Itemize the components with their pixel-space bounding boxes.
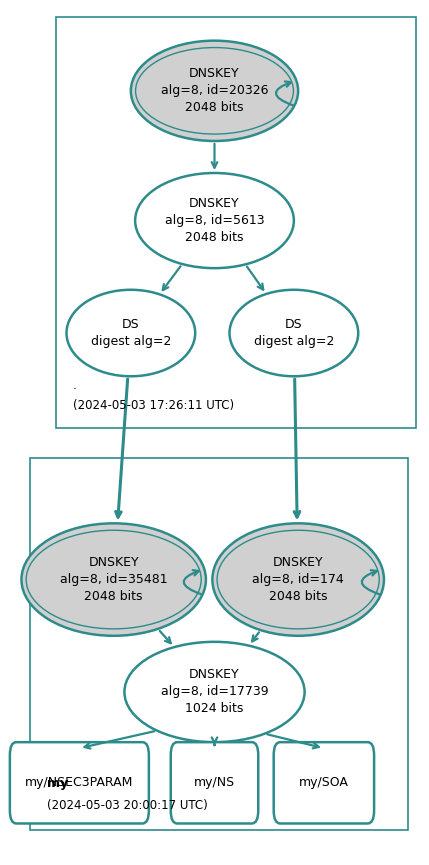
Text: DNSKEY
alg=8, id=5613
2048 bits: DNSKEY alg=8, id=5613 2048 bits — [165, 197, 264, 244]
Ellipse shape — [230, 290, 358, 376]
Text: (2024-05-03 17:26:11 UTC): (2024-05-03 17:26:11 UTC) — [73, 399, 234, 412]
FancyBboxPatch shape — [171, 742, 258, 823]
Text: DS
digest alg=2: DS digest alg=2 — [91, 318, 171, 348]
Ellipse shape — [66, 290, 195, 376]
Ellipse shape — [212, 523, 384, 636]
Ellipse shape — [21, 523, 206, 636]
Text: DNSKEY
alg=8, id=17739
1024 bits: DNSKEY alg=8, id=17739 1024 bits — [161, 669, 268, 715]
Text: .: . — [73, 379, 77, 392]
Text: my: my — [47, 777, 68, 790]
Ellipse shape — [131, 41, 298, 141]
Text: DNSKEY
alg=8, id=174
2048 bits: DNSKEY alg=8, id=174 2048 bits — [252, 556, 344, 603]
Text: DNSKEY
alg=8, id=20326
2048 bits: DNSKEY alg=8, id=20326 2048 bits — [161, 67, 268, 114]
FancyBboxPatch shape — [30, 458, 408, 830]
Text: my/NS: my/NS — [194, 776, 235, 790]
Text: my/NSEC3PARAM: my/NSEC3PARAM — [25, 776, 133, 790]
Ellipse shape — [135, 173, 294, 268]
FancyBboxPatch shape — [56, 17, 416, 428]
Text: my/SOA: my/SOA — [299, 776, 349, 790]
FancyBboxPatch shape — [274, 742, 374, 823]
Text: DS
digest alg=2: DS digest alg=2 — [254, 318, 334, 348]
FancyBboxPatch shape — [10, 742, 149, 823]
Ellipse shape — [124, 642, 305, 742]
Text: DNSKEY
alg=8, id=35481
2048 bits: DNSKEY alg=8, id=35481 2048 bits — [60, 556, 167, 603]
Text: (2024-05-03 20:00:17 UTC): (2024-05-03 20:00:17 UTC) — [47, 798, 208, 811]
